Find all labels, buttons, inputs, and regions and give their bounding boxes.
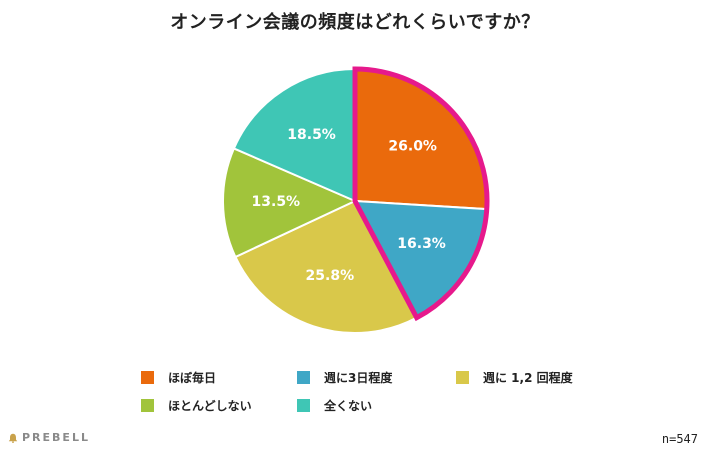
prebell-logo: PREBELL [8,431,90,444]
highlight-outline [352,66,490,322]
legend-item-1: 週に3日程度 [297,369,392,386]
pie-slice-3 [222,147,358,259]
pie-chart: 26.0% 16.3% 25.8% 13.5% 18.5% [222,66,490,334]
legend-label-1: 週に3日程度 [324,371,393,385]
chart-title: オンライン会議の頻度はどれくらいですか？ [170,12,540,33]
legend-label-3: ほとんどしない [168,399,252,413]
legend-label-4: 全くない [324,399,373,413]
legend-swatch-2 [456,371,469,384]
legend-label-0: ほぼ毎日 [168,371,217,385]
slice-value-label-1: 16.3% [397,236,446,252]
logo-text: PREBELL [22,431,90,444]
legend-swatch-0 [141,371,154,384]
pie-slice-4 [232,67,356,203]
legend-swatch-1 [297,371,310,384]
slice-value-label-0: 26.0% [388,139,437,155]
legend-item-3: ほとんどしない [141,397,252,414]
legend-item-4: 全くない [297,397,372,414]
legend-swatch-3 [141,399,154,412]
legend-item-0: ほぼ毎日 [141,369,216,386]
slice-value-label-2: 25.8% [306,268,355,284]
legend-label-2: 週に 1,2 回程度 [483,371,573,385]
legend-swatch-4 [297,399,310,412]
legend-item-2: 週に 1,2 回程度 [456,369,573,386]
bell-icon [8,433,18,443]
slice-value-label-3: 13.5% [252,194,301,210]
sample-size: n=547 [661,432,698,446]
slice-value-label-4: 18.5% [287,127,336,143]
